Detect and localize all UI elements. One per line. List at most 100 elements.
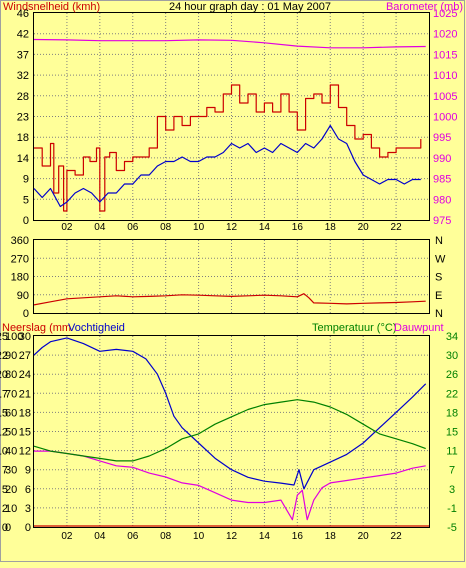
- panel-3-left-humidity-tick-label: 20: [5, 484, 17, 496]
- panel-1-right-tick-label: 1010: [433, 70, 457, 82]
- dewpoint-axis-label: Dauwpunt: [394, 322, 444, 334]
- panel-3-left-inner-tick-label: 12: [19, 446, 31, 458]
- panel-1-x-tick-label: 02: [61, 222, 73, 233]
- panel-3-x-tick-label: 18: [325, 531, 337, 542]
- panel-3-x-tick-label: 16: [292, 531, 304, 542]
- panel-3-x-tick-label: 10: [193, 531, 205, 542]
- panel-3-x-tick-label: 08: [160, 531, 172, 542]
- panel-3-left-outer-tick-label: 22: [0, 350, 8, 362]
- rainfall-axis-label: Neerslag (mm: [2, 322, 71, 334]
- panel-2-left-tick-label: 90: [17, 290, 29, 302]
- panel-3-right-tick-label: 34: [446, 331, 458, 343]
- panel-1-barometer-series: [33, 38, 426, 49]
- panel-1-x-tick-label: 04: [94, 222, 106, 233]
- panel-3-left-humidity-tick-label: 30: [5, 465, 17, 477]
- panel-2-left-tick-label: 360: [11, 235, 29, 247]
- panel-1-x-tick-label: 20: [358, 222, 370, 233]
- panel-3-left-inner-tick-label: 9: [25, 465, 31, 477]
- panel-3-right-tick-label: 11: [446, 446, 457, 458]
- panel-1-right-tick-label: 985: [433, 174, 451, 186]
- panel-3-left-outer-tick-label: 20: [0, 369, 8, 381]
- panel-1-right-tick-label: 1025: [433, 8, 457, 20]
- panel-3-left-inner-tick-label: 30: [19, 331, 31, 343]
- panel-1-right-tick-label: 980: [433, 194, 451, 206]
- panel-1-left-tick-label: 37: [17, 49, 29, 61]
- panel-1-x-tick-label: 18: [325, 222, 337, 233]
- panel-1-left-tick-label: 42: [17, 29, 29, 41]
- panel-3-left-inner-tick-label: 3: [25, 503, 31, 515]
- panel-1-wind-average-series: [33, 124, 421, 208]
- panel-3-left-humidity-tick-label: 10: [5, 503, 17, 515]
- panel-2-left-tick-label: 270: [11, 253, 29, 265]
- panel-3-left-outer-tick-label: 17: [0, 388, 8, 400]
- panel-1-right-tick-label: 990: [433, 153, 451, 165]
- panel-1-right-tick-label: 975: [433, 215, 451, 227]
- panel-1-left-tick-label: 23: [17, 112, 29, 124]
- panel-1-frame: [33, 12, 430, 221]
- panel-2-right-tick-label: W: [435, 253, 446, 265]
- panel-3-left-humidity-tick-label: 100: [5, 331, 23, 343]
- panel-1-x-tick-label: 16: [292, 222, 304, 233]
- panel-3-left-humidity-tick-label: 40: [5, 446, 17, 458]
- panel-3-right-tick-label: 22: [446, 388, 458, 400]
- panel-3-left-outer-tick-label: 10: [0, 446, 8, 458]
- panel-1-x-tick-label: 08: [160, 222, 172, 233]
- panel-3-right-tick-label: 3: [449, 484, 455, 496]
- panel-1-right-tick-label: 1020: [433, 29, 457, 41]
- panel-3-x-tick-label: 22: [391, 531, 403, 542]
- panel-1-wind-gust-series: [34, 84, 422, 212]
- chart-title: 24 hour graph day : 01 May 2007: [169, 1, 331, 13]
- panel-2-right-tick-label: S: [435, 272, 442, 284]
- panel-3-right-tick-label: 7: [449, 465, 455, 477]
- panel-3-x-tick-label: 06: [127, 531, 139, 542]
- panel-2-right-tick-label: N: [435, 235, 443, 247]
- panel-3-left-outer-tick-label: 25: [0, 331, 8, 343]
- panel-3-left-inner-tick-label: 15: [19, 427, 31, 439]
- panel-3-right-tick-label: -5: [447, 522, 457, 534]
- panel-3-left-inner-tick-label: 24: [19, 369, 31, 381]
- panel-2-left-tick-label: 0: [23, 308, 29, 320]
- panel-2-right-tick-label: N: [435, 308, 443, 320]
- panel-1-left-tick-label: 18: [17, 132, 29, 144]
- panel-2-frame: [33, 239, 430, 314]
- panel-3-temperature-series: [33, 399, 426, 462]
- panel-2-left-tick-label: 180: [11, 272, 29, 284]
- temperature-axis-label: Temperatuur (°C): [312, 322, 396, 334]
- panel-3-right-tick-label: 18: [446, 407, 458, 419]
- panel-1-x-tick-label: 10: [193, 222, 205, 233]
- panel-3-left-inner-tick-label: 0: [25, 522, 31, 534]
- panel-3-left-inner-tick-label: 27: [19, 350, 31, 362]
- panel-3-dewpoint-series: [34, 450, 426, 521]
- panel-1-x-tick-label: 22: [391, 222, 403, 233]
- panel-1-x-tick-label: 14: [259, 222, 271, 233]
- panel-3-left-outer-tick-label: 5: [2, 484, 8, 496]
- panel-3-right-tick-label: 26: [446, 369, 458, 381]
- panel-3-x-tick-label: 12: [226, 531, 238, 542]
- panel-3-left-humidity-tick-label: 60: [5, 407, 17, 419]
- panel-1-x-tick-label: 06: [127, 222, 139, 233]
- panel-1-right-tick-label: 995: [433, 132, 451, 144]
- panel-3-left-outer-tick-label: 7: [2, 465, 8, 477]
- panel-3-left-humidity-tick-label: 0: [5, 522, 11, 534]
- humidity-axis-label: Vochtigheid: [68, 322, 125, 334]
- panel-3-x-tick-label: 20: [358, 531, 370, 542]
- panel-1-left-tick-label: 0: [23, 215, 29, 227]
- panel-3-left-inner-tick-label: 18: [19, 407, 31, 419]
- panel-3-left-inner-tick-label: 6: [25, 484, 31, 496]
- panel-2-right-tick-label: E: [435, 290, 442, 302]
- panel-3-humidity-series: [33, 337, 427, 490]
- panel-3-left-humidity-tick-label: 80: [5, 369, 17, 381]
- panel-3-left-humidity-tick-label: 70: [5, 388, 17, 400]
- wind-speed-axis-label: Windsnelheid (kmh): [3, 1, 100, 13]
- panel-3-right-tick-label: 30: [446, 350, 458, 362]
- panel-1-left-tick-label: 46: [17, 8, 29, 20]
- panel-3-left-outer-tick-label: 0: [2, 522, 8, 534]
- panel-1-left-tick-label: 5: [23, 194, 29, 206]
- panel-3-x-tick-label: 04: [94, 531, 106, 542]
- panel-3-left-outer-tick-label: 15: [0, 407, 8, 419]
- panel-3-right-tick-label: -1: [447, 503, 457, 515]
- panel-3-x-tick-label: 02: [61, 531, 73, 542]
